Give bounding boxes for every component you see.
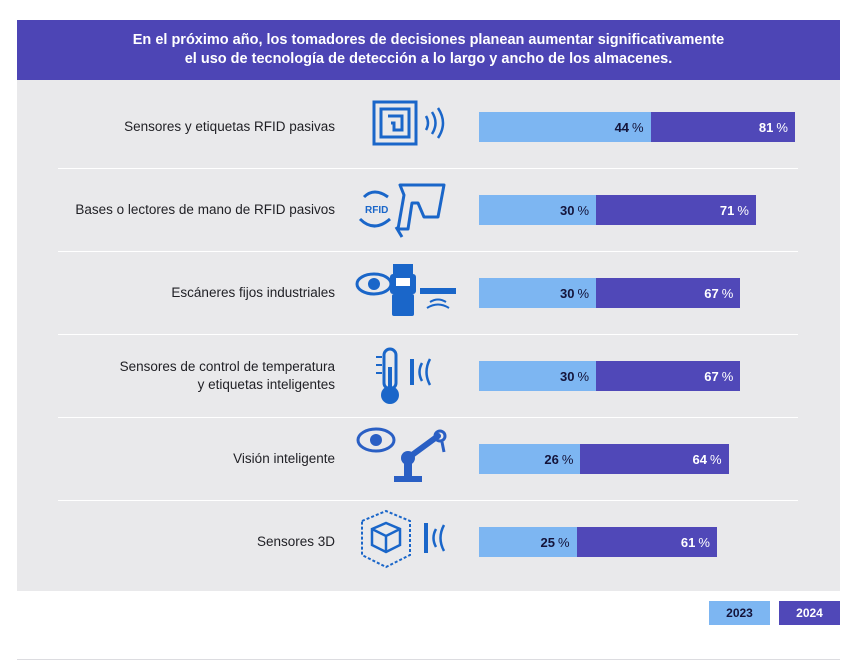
- category-label-line: Sensores y etiquetas RFID pasivas: [124, 119, 335, 134]
- bar-2024: 81%: [650, 112, 795, 142]
- value-label: 67: [704, 368, 719, 384]
- chart-rows: Sensores y etiquetas RFID pasivas 44% 81%…: [35, 92, 798, 577]
- category-label: Sensores de control de temperatura y etiq…: [35, 358, 335, 394]
- category-label: Sensores y etiquetas RFID pasivas: [35, 118, 335, 136]
- handheld-rfid-reader-icon: RFID: [352, 175, 448, 245]
- value-label: 64: [692, 451, 708, 467]
- value-label: 30: [559, 285, 575, 301]
- value-label: 26: [544, 451, 559, 467]
- row-divider: [58, 251, 798, 252]
- bar-2023: 44%: [479, 112, 651, 142]
- fixed-scanner-icon: [352, 258, 456, 328]
- category-label-line: Escáneres fijos industriales: [171, 285, 335, 300]
- value-label: 44: [614, 119, 630, 135]
- category-label-line: Sensores de control de temperatura: [119, 359, 335, 374]
- bar-2023: 30%: [479, 361, 596, 391]
- value-label: 67: [704, 285, 719, 301]
- category-label: Sensores 3D: [35, 533, 335, 551]
- rfid-tag-icon: [352, 92, 448, 162]
- category-label: Escáneres fijos industriales: [35, 284, 335, 302]
- bar-2024: 71%: [596, 195, 756, 225]
- row-divider: [58, 500, 798, 501]
- value-label: 71: [719, 202, 735, 218]
- value-label: 81: [758, 119, 774, 135]
- legend-2023: 2023: [709, 601, 770, 625]
- category-label-line: Sensores 3D: [256, 534, 335, 549]
- value-label: 25: [540, 534, 555, 550]
- row-divider: [58, 168, 798, 169]
- vision-robot-arm-icon: [352, 424, 448, 494]
- category-label-line: Visión inteligente: [233, 451, 335, 466]
- title-line-2: el uso de tecnología de detección a lo l…: [184, 51, 673, 67]
- category-label: Bases o lectores de mano de RFID pasivos: [35, 201, 335, 219]
- thermometer-icon: [352, 341, 448, 411]
- bar-2023: 30%: [479, 195, 596, 225]
- bar-2023: 26%: [479, 444, 581, 474]
- svg-text:RFID: RFID: [365, 205, 388, 216]
- category-label-line: y etiquetas inteligentes: [197, 377, 335, 392]
- bar-2024: 67%: [596, 361, 741, 391]
- value-label: 30: [559, 202, 575, 218]
- row-divider: [58, 417, 798, 418]
- 3d-cube-sensor-icon: [352, 507, 448, 577]
- legend-2024: 2024: [779, 601, 840, 625]
- bar-2024: 64%: [580, 444, 729, 474]
- bar-2023: 25%: [479, 527, 577, 557]
- bar-2024: 61%: [576, 527, 717, 557]
- bar-2023: 30%: [479, 278, 596, 308]
- chart-title-banner: En el próximo año, los tomadores de deci…: [17, 20, 840, 80]
- category-label: Visión inteligente: [35, 450, 335, 468]
- bottom-divider: [17, 659, 840, 660]
- chart-panel: [17, 80, 840, 591]
- category-label-line: Bases o lectores de mano de RFID pasivos: [75, 202, 335, 217]
- value-label: 30: [559, 368, 575, 384]
- bar-2024: 67%: [596, 278, 741, 308]
- value-label: 61: [680, 534, 696, 550]
- title-line-1: En el próximo año, los tomadores de deci…: [132, 32, 725, 48]
- row-divider: [58, 334, 798, 335]
